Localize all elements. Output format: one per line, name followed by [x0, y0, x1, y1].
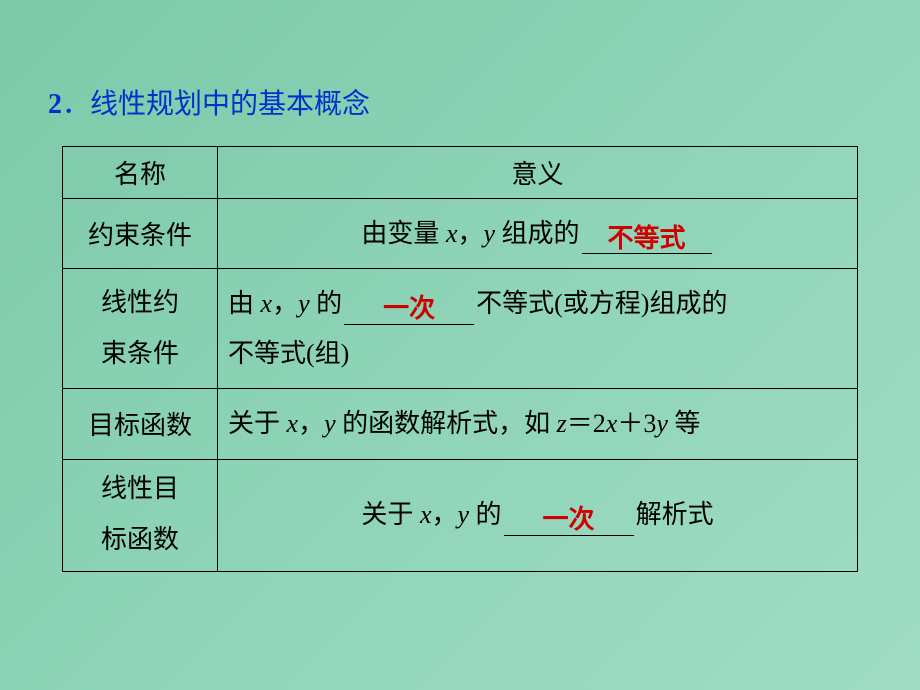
- var-x: x: [446, 219, 458, 248]
- section-dot: ．: [62, 89, 90, 120]
- blank-field: 不等式: [582, 225, 712, 255]
- var-y: y: [324, 409, 336, 438]
- row2-suffix2: 不等式(组): [228, 339, 349, 368]
- row3-prefix: 关于: [228, 409, 287, 438]
- row2-name: 线性约 束条件: [63, 269, 218, 389]
- row4-mid: 的: [469, 500, 502, 529]
- blank-field: 一次: [504, 506, 634, 536]
- answer-text: 一次: [543, 505, 595, 534]
- concepts-table-wrap: 名称 意义 约束条件 由变量 x，y 组成的不等式 线性约 束条件 由 x，y …: [0, 122, 920, 572]
- table-row: 线性目 标函数 关于 x，y 的 一次 解析式: [63, 459, 858, 571]
- var-x: x: [287, 409, 299, 438]
- row2-meaning: 由 x，y 的 一次 不等式(或方程)组成的 不等式(组): [218, 269, 858, 389]
- header-meaning: 意义: [218, 147, 858, 199]
- var-y: y: [656, 409, 668, 438]
- section-title: 2．线性规划中的基本概念: [0, 0, 920, 122]
- plus-sign: ＋: [617, 409, 643, 438]
- row2-suffix1: 不等式(或方程)组成的: [476, 289, 727, 318]
- row1-prefix: 由变量: [361, 219, 446, 248]
- row4-suffix: 解析式: [636, 500, 714, 529]
- row1-name: 约束条件: [63, 199, 218, 269]
- var-z: z: [557, 409, 567, 438]
- var-x: x: [606, 409, 618, 438]
- row2-mid: 的: [310, 289, 343, 318]
- answer-text: 一次: [383, 294, 435, 323]
- comma: ，: [457, 219, 483, 248]
- row1-meaning: 由变量 x，y 组成的不等式: [218, 199, 858, 269]
- concepts-table: 名称 意义 约束条件 由变量 x，y 组成的不等式 线性约 束条件 由 x，y …: [62, 146, 858, 572]
- answer-text: 不等式: [608, 224, 686, 253]
- comma: ，: [431, 500, 457, 529]
- comma: ，: [298, 409, 324, 438]
- eq-sign: ＝: [567, 409, 593, 438]
- num-3: 3: [643, 409, 656, 438]
- section-text: 线性规划中的基本概念: [90, 89, 370, 120]
- var-y: y: [484, 219, 496, 248]
- num-2: 2: [593, 409, 606, 438]
- table-row: 线性约 束条件 由 x，y 的 一次 不等式(或方程)组成的 不等式(组): [63, 269, 858, 389]
- row2-prefix: 由: [228, 289, 261, 318]
- row4-name-l2: 标函数: [101, 525, 179, 554]
- row3-meaning: 关于 x，y 的函数解析式，如 z＝2x＋3y 等: [218, 389, 858, 459]
- blank-field: 一次: [344, 295, 474, 325]
- row4-name-l1: 线性目: [101, 474, 179, 503]
- var-y: y: [298, 289, 310, 318]
- header-name: 名称: [63, 147, 218, 199]
- section-number: 2: [48, 89, 62, 120]
- table-row: 约束条件 由变量 x，y 组成的不等式: [63, 199, 858, 269]
- row2-name-l2: 束条件: [101, 339, 179, 368]
- row3-tail: 等: [668, 409, 701, 438]
- table-header-row: 名称 意义: [63, 147, 858, 199]
- var-x: x: [420, 500, 432, 529]
- row1-mid: 组成的: [495, 219, 580, 248]
- row4-meaning: 关于 x，y 的 一次 解析式: [218, 459, 858, 571]
- row4-name: 线性目 标函数: [63, 459, 218, 571]
- row2-name-l1: 线性约: [101, 288, 179, 317]
- comma: ，: [272, 289, 298, 318]
- row3-mid: 的函数解析式，如: [336, 409, 557, 438]
- var-x: x: [261, 289, 273, 318]
- table-row: 目标函数 关于 x，y 的函数解析式，如 z＝2x＋3y 等: [63, 389, 858, 459]
- row4-prefix: 关于: [361, 500, 420, 529]
- row3-name: 目标函数: [63, 389, 218, 459]
- var-y: y: [458, 500, 470, 529]
